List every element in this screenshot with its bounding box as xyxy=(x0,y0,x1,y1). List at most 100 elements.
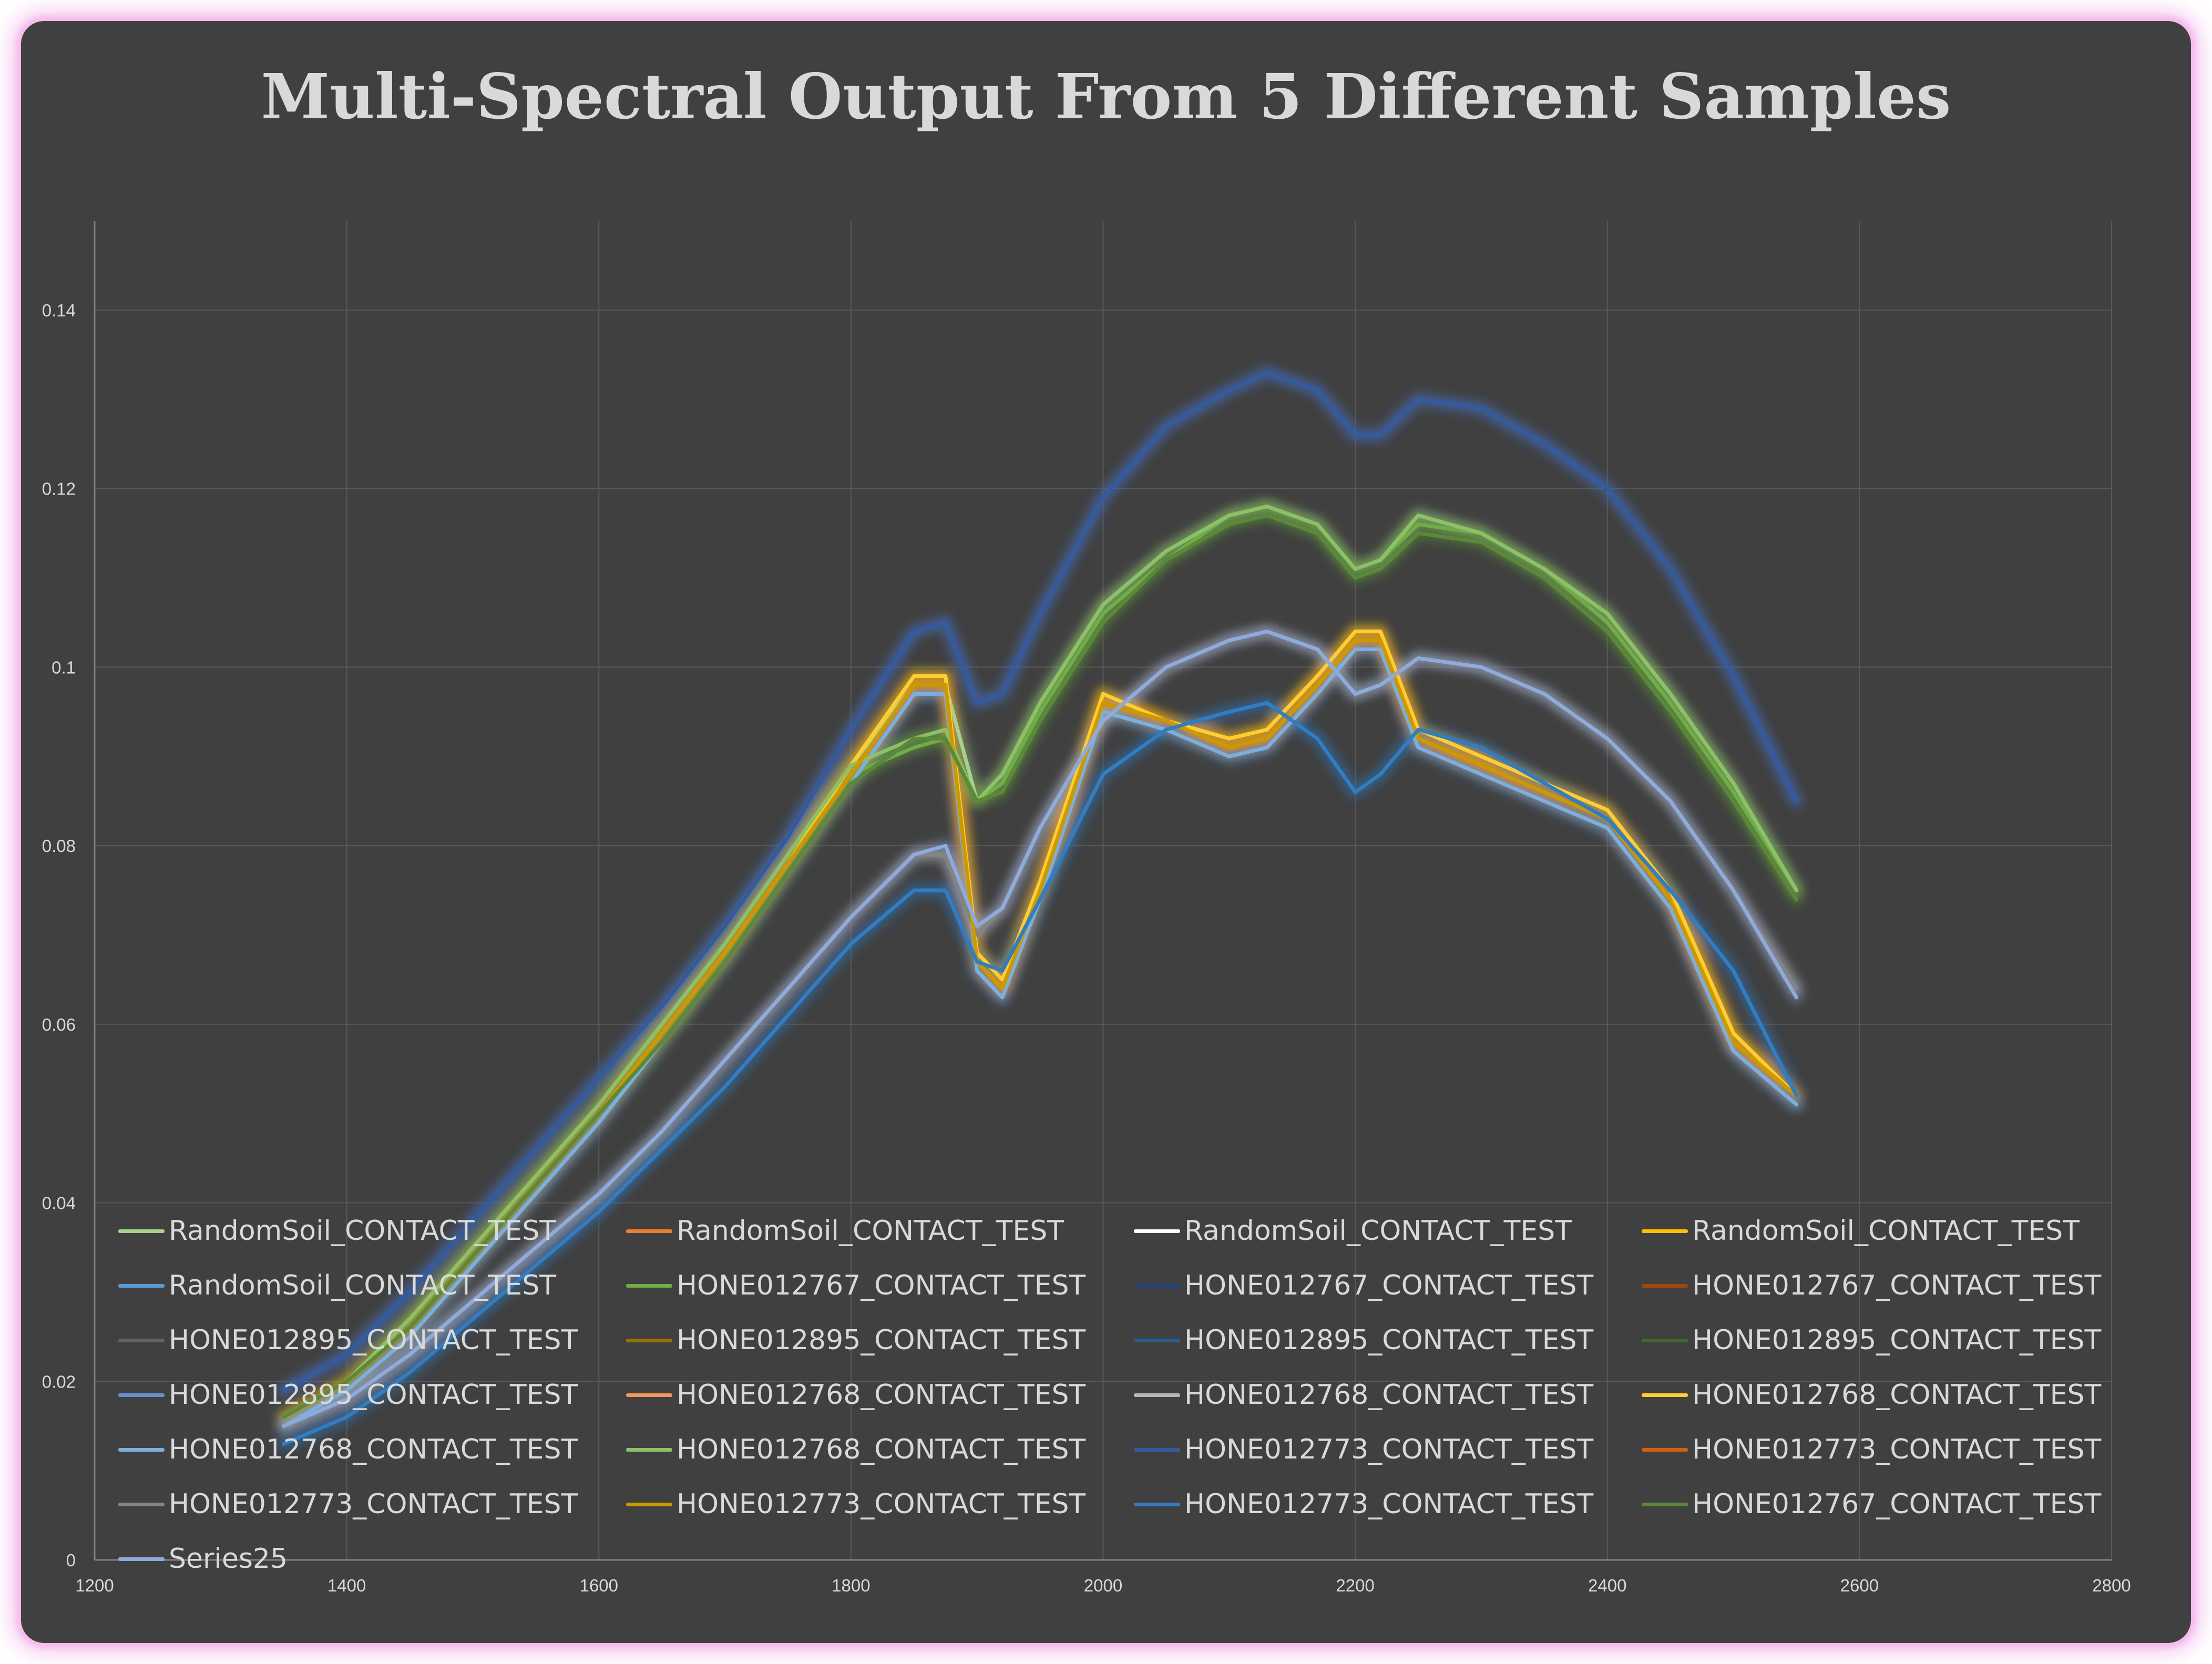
x-tick-label: 2600 xyxy=(1840,1576,1879,1595)
legend-label: HONE012773_CONTACT_TEST xyxy=(1184,1434,1594,1465)
legend-swatch xyxy=(1642,1502,1688,1506)
legend-swatch xyxy=(1134,1502,1180,1506)
legend-item[interactable]: HONE012895_CONTACT_TEST xyxy=(626,1313,1134,1368)
legend-swatch xyxy=(1642,1283,1688,1288)
legend-item[interactable]: RandomSoil_CONTACT_TEST xyxy=(118,1258,626,1313)
series-line-24[interactable] xyxy=(282,513,1798,1419)
legend-item[interactable]: HONE012773_CONTACT_TEST xyxy=(1134,1422,1642,1477)
legend-swatch xyxy=(1642,1393,1688,1397)
legend-item[interactable]: HONE012767_CONTACT_TEST xyxy=(1642,1258,2149,1313)
legend-swatch xyxy=(1134,1283,1180,1288)
chart-title: Multi-Spectral Output From 5 Different S… xyxy=(261,60,1951,133)
legend-item[interactable]: RandomSoil_CONTACT_TEST xyxy=(626,1204,1134,1258)
y-tick-label: 0.08 xyxy=(42,836,76,856)
legend-item[interactable]: RandomSoil_CONTACT_TEST xyxy=(1642,1204,2149,1258)
legend-swatch xyxy=(118,1502,165,1506)
legend-swatch xyxy=(1134,1338,1180,1342)
legend-label: HONE012768_CONTACT_TEST xyxy=(1184,1379,1594,1411)
x-tick-label: 1400 xyxy=(327,1576,366,1595)
x-tick-label: 1600 xyxy=(580,1576,618,1595)
legend-swatch xyxy=(118,1447,165,1452)
y-tick-label: 0.02 xyxy=(42,1372,76,1391)
y-tick-label: 0.06 xyxy=(42,1015,76,1034)
legend-swatch xyxy=(1642,1229,1688,1233)
legend-item[interactable]: HONE012768_CONTACT_TEST xyxy=(1134,1368,1642,1422)
legend-label: RandomSoil_CONTACT_TEST xyxy=(1184,1215,1572,1247)
legend-item[interactable]: HONE012773_CONTACT_TEST xyxy=(1134,1477,1642,1532)
legend-item[interactable]: HONE012773_CONTACT_TEST xyxy=(118,1477,626,1532)
legend-label: HONE012768_CONTACT_TEST xyxy=(677,1379,1086,1411)
y-tick-label: 0.04 xyxy=(42,1194,76,1213)
legend-item[interactable]: HONE012767_CONTACT_TEST xyxy=(1134,1258,1642,1313)
legend-item[interactable]: HONE012768_CONTACT_TEST xyxy=(118,1422,626,1477)
legend-label: HONE012895_CONTACT_TEST xyxy=(1692,1324,2102,1356)
legend-item[interactable]: HONE012767_CONTACT_TEST xyxy=(626,1258,1134,1313)
chart-frame: Multi-Spectral Output From 5 Different S… xyxy=(21,21,2191,1643)
legend-label: RandomSoil_CONTACT_TEST xyxy=(677,1215,1064,1247)
legend-label: HONE012767_CONTACT_TEST xyxy=(677,1270,1086,1301)
legend-label: HONE012773_CONTACT_TEST xyxy=(1692,1434,2102,1465)
legend-swatch xyxy=(626,1283,672,1288)
legend-label: HONE012773_CONTACT_TEST xyxy=(169,1488,578,1520)
legend-swatch xyxy=(118,1283,165,1288)
y-tick-label: 0.12 xyxy=(42,479,76,499)
plot-area: 0 0.02 0.04 0.06 0.08 0.1 0.12 0.14 1200 1400 1600… xyxy=(42,221,2131,1595)
legend-item[interactable]: HONE012895_CONTACT_TEST xyxy=(1642,1313,2149,1368)
legend-label: RandomSoil_CONTACT_TEST xyxy=(1692,1215,2080,1247)
legend-label: HONE012895_CONTACT_TEST xyxy=(1184,1324,1594,1356)
legend-swatch xyxy=(118,1557,165,1561)
legend-item[interactable]: RandomSoil_CONTACT_TEST xyxy=(118,1204,626,1258)
legend-swatch xyxy=(626,1338,672,1342)
legend-swatch xyxy=(1642,1338,1688,1342)
x-tick-label: 2400 xyxy=(1588,1576,1626,1595)
legend-item[interactable]: HONE012768_CONTACT_TEST xyxy=(626,1368,1134,1422)
y-tick-label: 0.1 xyxy=(52,658,76,677)
legend-label: HONE012768_CONTACT_TEST xyxy=(1692,1379,2102,1411)
legend-item[interactable]: HONE012767_CONTACT_TEST xyxy=(1642,1477,2149,1532)
legend-item[interactable]: HONE012768_CONTACT_TEST xyxy=(626,1422,1134,1477)
legend-item[interactable]: Series25 xyxy=(118,1532,626,1586)
legend-swatch xyxy=(626,1502,672,1506)
series-line-25[interactable] xyxy=(282,629,1798,1428)
legend-swatch xyxy=(1134,1229,1180,1233)
series-line-19[interactable] xyxy=(282,371,1798,1392)
legend-label: Series25 xyxy=(169,1543,288,1575)
legend-label: HONE012768_CONTACT_TEST xyxy=(169,1434,578,1465)
x-tick-label: 1200 xyxy=(75,1576,114,1595)
legend-label: HONE012895_CONTACT_TEST xyxy=(169,1379,578,1411)
series-line-23[interactable] xyxy=(282,701,1798,1446)
series-line-18[interactable] xyxy=(282,505,1798,1419)
legend-label: HONE012767_CONTACT_TEST xyxy=(1692,1270,2102,1301)
legend-item[interactable]: HONE012773_CONTACT_TEST xyxy=(626,1477,1134,1532)
legend-item[interactable]: HONE012768_CONTACT_TEST xyxy=(1642,1368,2149,1422)
legend-swatch xyxy=(626,1393,672,1397)
legend-item[interactable]: HONE012895_CONTACT_TEST xyxy=(1134,1313,1642,1368)
x-tick-label: 2200 xyxy=(1336,1576,1374,1595)
legend-label: RandomSoil_CONTACT_TEST xyxy=(169,1215,556,1247)
legend-item[interactable]: HONE012895_CONTACT_TEST xyxy=(118,1368,626,1422)
series-lines xyxy=(282,371,1798,1446)
legend-swatch xyxy=(626,1229,672,1233)
legend-swatch xyxy=(118,1393,165,1397)
legend-item[interactable]: RandomSoil_CONTACT_TEST xyxy=(1134,1204,1642,1258)
legend-swatch xyxy=(118,1338,165,1342)
legend-swatch xyxy=(1134,1393,1180,1397)
legend-label: RandomSoil_CONTACT_TEST xyxy=(169,1270,556,1301)
legend-label: HONE012895_CONTACT_TEST xyxy=(677,1324,1086,1356)
axes: 0 0.02 0.04 0.06 0.08 0.1 0.12 0.14 1200 1400 1600… xyxy=(42,221,2131,1595)
legend: RandomSoil_CONTACT_TEST RandomSoil_CONTAC… xyxy=(118,1204,2168,1586)
legend-swatch xyxy=(1642,1447,1688,1452)
legend-swatch xyxy=(626,1447,672,1452)
legend-label: HONE012768_CONTACT_TEST xyxy=(677,1434,1086,1465)
y-tick-label: 0 xyxy=(66,1550,76,1570)
y-tick-label: 0.14 xyxy=(42,301,76,320)
x-tick-label: 2000 xyxy=(1084,1576,1122,1595)
legend-swatch xyxy=(118,1229,165,1233)
legend-item[interactable]: HONE012895_CONTACT_TEST xyxy=(118,1313,626,1368)
legend-label: HONE012895_CONTACT_TEST xyxy=(169,1324,578,1356)
legend-item[interactable]: HONE012773_CONTACT_TEST xyxy=(1642,1422,2149,1477)
legend-label: HONE012773_CONTACT_TEST xyxy=(677,1488,1086,1520)
gridlines xyxy=(95,221,2112,1560)
x-tick-label: 1800 xyxy=(832,1576,870,1595)
legend-label: HONE012773_CONTACT_TEST xyxy=(1184,1488,1594,1520)
